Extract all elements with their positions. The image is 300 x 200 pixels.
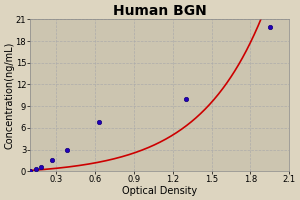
Point: [97, 120, 101, 124]
Point: [38, 165, 43, 169]
Title: Human BGN: Human BGN: [113, 4, 207, 18]
X-axis label: Optical Density: Optical Density: [122, 186, 197, 196]
Point: [268, 25, 272, 28]
Point: [33, 168, 38, 171]
Point: [28, 169, 33, 172]
Point: [183, 97, 188, 101]
Y-axis label: Concentration(ng/mL): Concentration(ng/mL): [4, 42, 14, 149]
Point: [50, 159, 55, 162]
Point: [64, 148, 69, 151]
